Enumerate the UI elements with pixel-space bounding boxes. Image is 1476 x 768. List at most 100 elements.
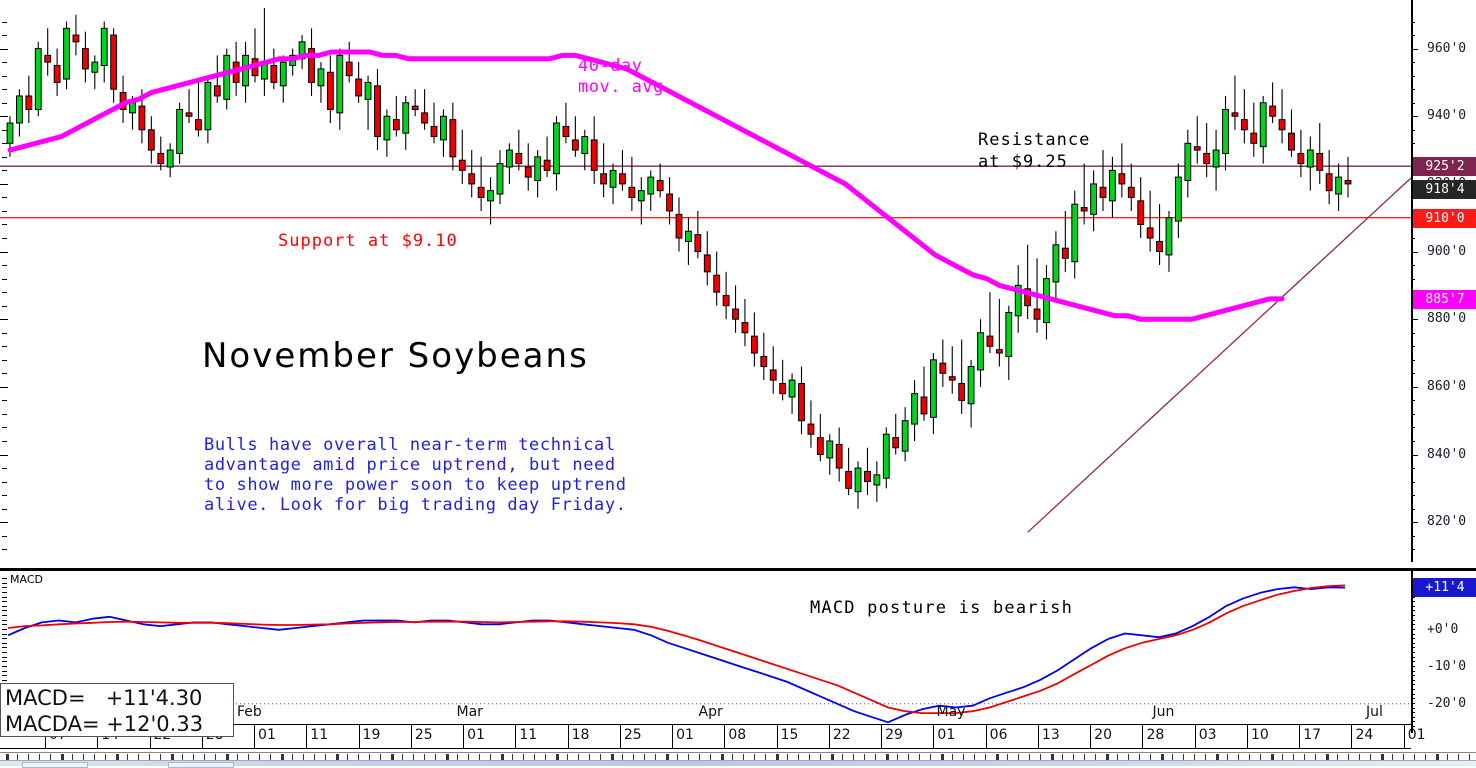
candle <box>845 470 853 489</box>
price-plot-area[interactable] <box>0 8 1416 556</box>
price-axis-tick <box>1411 89 1415 91</box>
ruler-tick <box>1403 754 1404 760</box>
macd-axis[interactable]: +10'0+0'0-10'0-20'0+11'4 <box>1411 568 1476 733</box>
date-axis-day[interactable]: 28 <box>1142 724 1194 748</box>
candle <box>110 34 118 90</box>
ruler-tick <box>83 754 84 760</box>
candle <box>1033 308 1041 320</box>
support-annotation: Support at $9.10 <box>278 231 458 251</box>
price-axis-label: 880'0 <box>1427 311 1467 327</box>
candle <box>656 180 664 192</box>
taskbar-strip[interactable] <box>0 760 1476 768</box>
macd-axis-tick <box>1411 716 1415 718</box>
macd-left-tick <box>2 656 7 658</box>
candle <box>1156 240 1163 253</box>
date-axis-day[interactable]: 18 <box>567 724 620 748</box>
date-axis-day[interactable]: 17 <box>1299 724 1351 748</box>
candle <box>524 166 532 178</box>
candle <box>1325 173 1333 192</box>
candle <box>1118 173 1126 185</box>
price-left-tick <box>2 224 7 226</box>
taskbar-button-2[interactable] <box>168 762 234 768</box>
candle <box>929 359 937 418</box>
candle <box>1071 203 1079 263</box>
candle <box>1146 227 1154 239</box>
candle <box>1024 288 1032 307</box>
ruler-tick <box>1304 754 1305 760</box>
uptrend-line[interactable] <box>1027 177 1412 533</box>
date-axis-day[interactable]: 01 <box>463 724 515 748</box>
macd-axis-tick <box>1411 698 1415 700</box>
date-axis-day[interactable]: 22 <box>828 724 881 748</box>
date-axis-day[interactable]: 24 <box>1351 724 1403 748</box>
candle <box>25 95 33 110</box>
date-axis-day[interactable]: 11 <box>306 724 358 748</box>
ruler-tick <box>985 754 986 760</box>
candle <box>769 369 777 381</box>
price-left-tick <box>2 265 7 267</box>
date-axis-day[interactable]: 08 <box>724 724 776 748</box>
ruler-tick <box>1029 754 1030 760</box>
candle <box>496 163 504 195</box>
moving-average-badge[interactable]: 885'7 <box>1413 290 1476 310</box>
candle <box>176 108 184 154</box>
candle <box>553 122 560 175</box>
price-left-tick <box>2 468 7 470</box>
price-left-tick <box>2 156 7 158</box>
macd-axis-tick <box>1411 689 1415 690</box>
ruler-tick <box>545 754 546 760</box>
date-axis-day[interactable]: 03 <box>1194 724 1247 748</box>
ruler-tick <box>127 754 128 760</box>
candle <box>355 78 363 97</box>
ruler-tick <box>171 754 174 760</box>
date-axis-day[interactable]: 01 <box>933 724 985 748</box>
ruler-tick <box>292 754 293 760</box>
macd-readout-line2: MACDA= +12'0.33 <box>5 712 204 736</box>
date-axis-day[interactable]: 01 <box>672 724 724 748</box>
macd-axis-tick <box>1411 647 1415 649</box>
candle <box>1297 152 1305 165</box>
date-axis-day[interactable]: 06 <box>985 724 1038 748</box>
date-axis-day[interactable]: 25 <box>619 724 672 748</box>
macd-chart-pane[interactable]: MACD +10'0+0'0-10'0-20'0+11'4 <box>0 568 1476 738</box>
candle <box>1288 132 1295 151</box>
candle <box>798 382 805 422</box>
last-price-badge[interactable]: 918'4 <box>1413 179 1476 199</box>
price-left-tick <box>2 21 7 23</box>
price-left-tick <box>2 292 7 294</box>
price-chart-pane[interactable]: 40-day mov. avg. Resistance at $9.25 Sup… <box>0 0 1476 565</box>
date-axis-day[interactable]: 15 <box>776 724 829 748</box>
date-axis-day[interactable]: 13 <box>1037 724 1090 748</box>
date-axis-day[interactable]: 29 <box>881 724 933 748</box>
macd-left-tick <box>2 587 7 589</box>
date-axis-day[interactable]: 11 <box>515 724 567 748</box>
date-axis-day[interactable]: 20 <box>1090 724 1142 748</box>
ruler-tick <box>600 754 601 760</box>
ruler-tick <box>270 754 271 760</box>
ruler-tick <box>677 754 678 760</box>
commentary-annotation: Bulls have overall near-term technical a… <box>204 435 627 515</box>
price-axis[interactable]: 960'0940'0920'0900'0880'0860'0840'0820'0… <box>1411 0 1476 562</box>
macd-value-badge[interactable]: +11'4 <box>1413 578 1476 598</box>
ruler-tick <box>1117 754 1118 760</box>
candle <box>1052 244 1060 283</box>
price-left-tick <box>0 386 8 388</box>
ruler-tick <box>1359 754 1360 760</box>
date-axis-day[interactable]: 19 <box>358 724 411 748</box>
date-axis-day[interactable]: 01 <box>1403 724 1456 748</box>
price-axis-tick <box>1411 386 1418 388</box>
resistance-level-badge[interactable]: 925'2 <box>1413 157 1476 177</box>
ruler-tick <box>457 754 458 760</box>
date-axis-day[interactable]: 01 <box>254 724 306 748</box>
price-left-tick <box>2 102 7 104</box>
taskbar-button-1[interactable] <box>22 762 88 768</box>
macd-axis-tick <box>1411 693 1415 695</box>
ruler-tick <box>1337 754 1338 760</box>
macd-plot-area[interactable] <box>7 578 1413 726</box>
candle <box>911 393 918 425</box>
support-level-badge[interactable]: 910'0 <box>1413 208 1476 228</box>
date-axis-day[interactable]: 10 <box>1246 724 1299 748</box>
candle <box>138 105 146 131</box>
date-axis-day[interactable]: 25 <box>410 724 463 748</box>
